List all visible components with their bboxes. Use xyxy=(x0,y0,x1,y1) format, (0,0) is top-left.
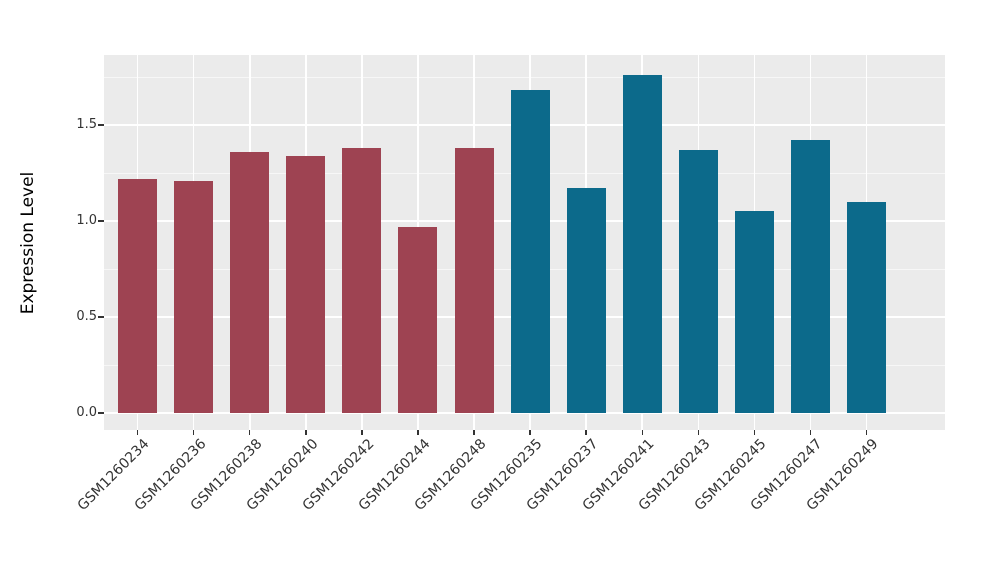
x-tick-mark xyxy=(865,430,868,435)
bar-GSM1260235 xyxy=(510,90,550,413)
bar-GSM1260236 xyxy=(174,180,214,413)
plot-panel xyxy=(104,55,945,430)
y-tick-label: 1.0 xyxy=(76,213,97,228)
y-tick-mark xyxy=(98,316,104,318)
x-tick-mark xyxy=(753,430,756,435)
bar-GSM1260243 xyxy=(678,149,718,413)
gridline-minor xyxy=(104,76,945,78)
bar-GSM1260237 xyxy=(566,188,606,413)
y-tick-mark xyxy=(98,124,104,126)
bar-GSM1260241 xyxy=(622,75,662,413)
x-tick-mark xyxy=(361,430,363,435)
y-axis-title: Expression Level xyxy=(18,171,38,315)
y-tick-label: 0.5 xyxy=(76,309,97,324)
bar-GSM1260242 xyxy=(342,148,382,413)
bar-GSM1260240 xyxy=(286,155,326,413)
x-tick-mark xyxy=(585,430,587,435)
bar-GSM1260238 xyxy=(230,151,270,413)
x-tick-mark xyxy=(417,430,419,435)
x-tick-mark xyxy=(697,430,699,435)
bar-GSM1260245 xyxy=(734,211,774,413)
x-tick-mark xyxy=(193,430,195,435)
x-tick-mark xyxy=(249,430,251,435)
x-tick-mark xyxy=(809,430,812,435)
x-tick-mark xyxy=(529,430,531,435)
bar-GSM1260247 xyxy=(790,140,830,413)
bar-GSM1260249 xyxy=(847,201,886,413)
bar-GSM1260244 xyxy=(398,226,438,413)
gridline-major xyxy=(104,412,945,414)
y-tick-label: 0.0 xyxy=(76,405,97,420)
x-tick-mark xyxy=(305,430,307,435)
y-tick-label: 1.5 xyxy=(76,117,97,132)
y-tick-mark xyxy=(98,220,104,222)
x-tick-mark xyxy=(641,430,643,435)
x-tick-mark xyxy=(473,430,475,435)
x-tick-mark xyxy=(136,430,139,435)
y-tick-mark xyxy=(98,412,104,414)
bar-GSM1260248 xyxy=(454,148,494,413)
bar-GSM1260234 xyxy=(118,178,158,413)
